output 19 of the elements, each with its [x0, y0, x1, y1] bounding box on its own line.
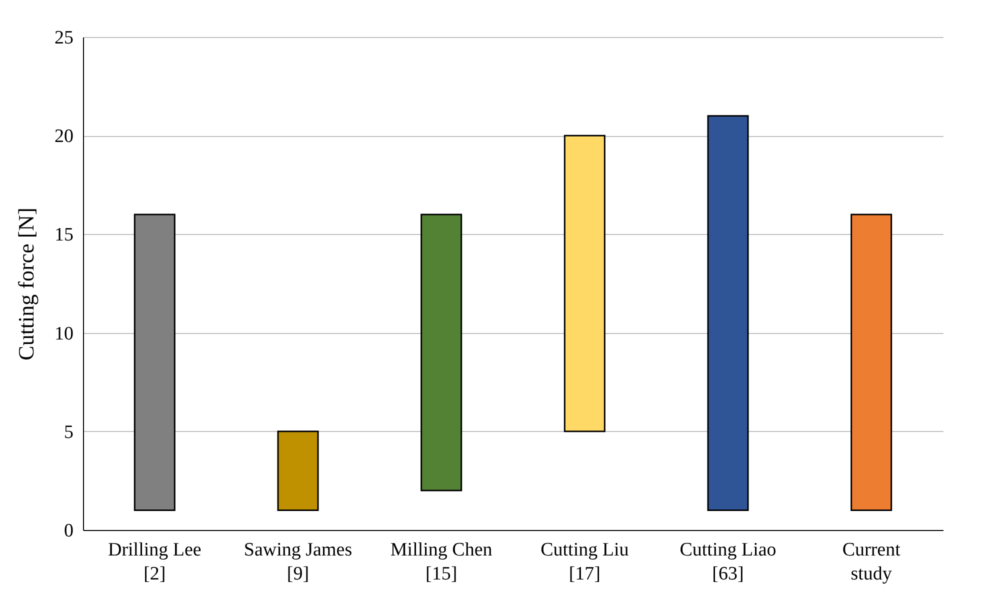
y-tick-label: 5	[64, 422, 74, 443]
bar	[134, 214, 176, 512]
y-tick-label: 0	[64, 520, 74, 542]
y-tick-label: 20	[54, 126, 74, 148]
y-tick-label: 15	[54, 224, 74, 246]
bar	[850, 214, 892, 512]
x-tick-label: Current study	[842, 540, 902, 584]
x-tick-label: Sawing James [9]	[244, 540, 352, 584]
y-tick-label: 10	[54, 323, 74, 344]
y-axis-title: Cutting force [N]	[14, 208, 38, 360]
bar	[277, 430, 319, 512]
bar	[707, 115, 749, 512]
x-tick-label: Milling Chen [15]	[390, 540, 493, 584]
y-tick-label: 25	[54, 28, 74, 48]
x-tick-label: Drilling Lee [2]	[108, 540, 202, 584]
x-tick-label: Cutting Liao [63]	[680, 540, 776, 584]
x-tick-label: Cutting Liu [17]	[540, 540, 630, 584]
bar	[420, 214, 462, 492]
bar	[564, 134, 606, 432]
